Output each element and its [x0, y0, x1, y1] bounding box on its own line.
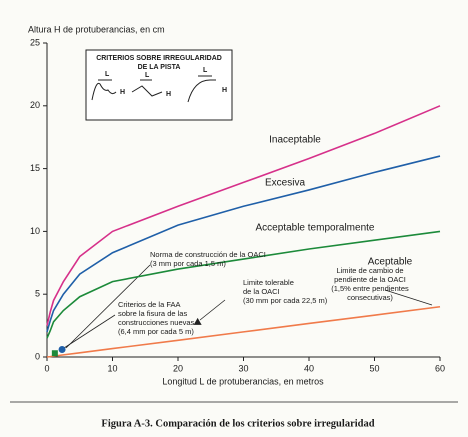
arrow [65, 264, 151, 349]
note: de la OACI [243, 287, 280, 296]
inset-sketch [131, 85, 163, 97]
note: (30 mm por cada 22,5 m) [243, 296, 328, 305]
y-tick-label: 5 [35, 289, 40, 299]
note: (6,4 mm por cada 5 m) [118, 327, 194, 336]
y-tick-label: 20 [30, 100, 40, 110]
inset-sketch [91, 82, 117, 101]
note: sobre la fisura de las [118, 309, 187, 318]
note: Limite de cambio de [336, 266, 403, 275]
x-axis-label: Longitud L de protuberancias, en metros [162, 376, 324, 386]
region-label: Inaceptable [269, 135, 321, 146]
note: Criterios de la FAA [118, 300, 181, 309]
x-tick-label: 50 [369, 363, 379, 373]
inset-label: L [203, 67, 208, 74]
inset-label: H [120, 89, 125, 96]
series-line [46, 155, 441, 333]
arrow [199, 299, 226, 321]
marker [193, 317, 202, 325]
marker [58, 345, 66, 353]
note: (3 mm por cada 1,5 m) [150, 259, 226, 268]
region-label: Excesiva [265, 178, 305, 189]
series-line [46, 230, 441, 339]
y-axis-label: Altura H de protuberancias, en cm [28, 24, 165, 34]
x-tick-label: 40 [304, 363, 314, 373]
inset-title: CRITERIOS SOBRE IRREGULARIDAD [96, 55, 222, 62]
y-tick-label: 10 [30, 226, 40, 236]
inset-label: H [222, 87, 227, 94]
inset: CRITERIOS SOBRE IRREGULARIDAD DE LA PIST… [85, 49, 233, 121]
note: Limite tolerable [243, 278, 294, 287]
x-tick-label: 60 [435, 363, 445, 373]
inset-box [85, 49, 233, 121]
arrow [384, 289, 433, 306]
note: construcciones nuevas [118, 318, 195, 327]
y-tick-label: 15 [30, 163, 40, 173]
x-tick-label: 30 [238, 363, 248, 373]
series-line [46, 305, 441, 358]
y-tick-label: 0 [35, 351, 40, 361]
x-tick-label: 20 [173, 363, 183, 373]
arrow [63, 314, 116, 349]
x-tick-label: 0 [44, 363, 49, 373]
series-line [46, 105, 441, 326]
x-tick-label: 10 [107, 363, 117, 373]
note: Norma de construcción de la OACI [150, 250, 266, 259]
note: consecutivas) [347, 293, 393, 302]
caption: Figura A-3. Comparación de los criterios… [101, 418, 374, 429]
inset-label: L [105, 71, 110, 78]
inset-title: DE LA PISTA [138, 64, 181, 71]
region-label: Acceptable temporalmente [256, 223, 375, 234]
y-tick-label: 25 [30, 37, 40, 47]
inset-sketch [187, 79, 216, 103]
note: pendiente de la OACI [334, 275, 406, 284]
inset-label: L [145, 72, 150, 79]
inset-label: H [166, 91, 171, 98]
marker [51, 350, 58, 357]
note: (1,5% entre pendientes [331, 284, 409, 293]
arrows [63, 264, 433, 349]
region-label: Aceptable [368, 257, 413, 268]
